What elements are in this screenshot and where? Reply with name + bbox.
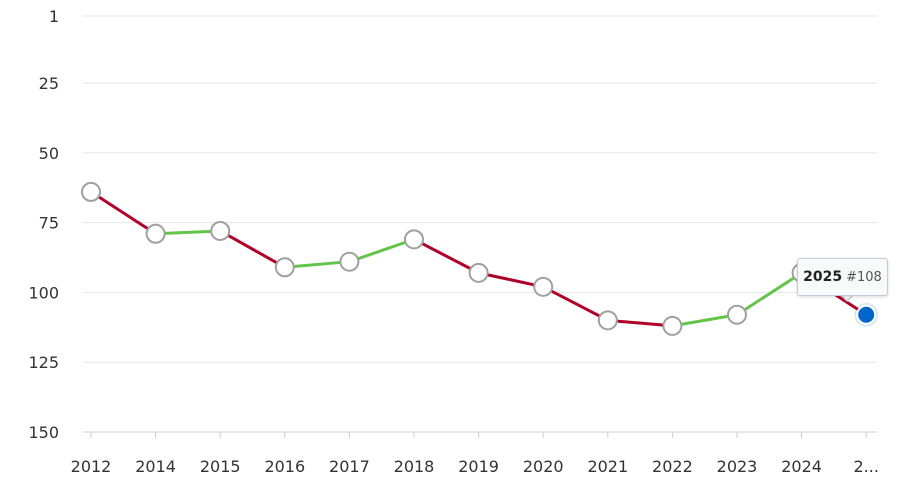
x-tick-label-2019: 2019	[458, 457, 499, 476]
line-segment-2020-2021	[541, 285, 610, 322]
y-tick-label: 100	[28, 283, 59, 302]
x-tick-label-2016: 2016	[264, 457, 305, 476]
x-tick-label-2...: 2...	[853, 457, 878, 476]
x-tick-label-2014: 2014	[135, 457, 176, 476]
x-tick-label-2023: 2023	[717, 457, 758, 476]
tooltip-arrow-inner	[841, 294, 853, 300]
y-tick-label: 150	[28, 423, 59, 442]
data-point-2021[interactable]	[597, 310, 618, 331]
tooltip-rank: #108	[846, 269, 882, 285]
grid-lines	[83, 15, 877, 433]
line-segment-2015-2016	[218, 229, 287, 269]
line-segment-2016-2017	[283, 260, 351, 269]
x-tick-label-2017: 2017	[329, 457, 370, 476]
y-tick-label: 50	[39, 144, 59, 163]
x-tick-label-2022: 2022	[652, 457, 693, 476]
y-tick-label: 25	[39, 74, 59, 93]
x-axis: 2012 2014 2015 2016 2017 2018 2019 2020 2021 2022…	[71, 431, 879, 476]
data-point-2012[interactable]	[81, 181, 101, 202]
x-tick-label-2024: 2024	[781, 457, 822, 476]
line-segment-2012-2014	[89, 190, 158, 236]
data-point-2017[interactable]	[339, 251, 360, 272]
y-tick-label: 1	[49, 7, 59, 26]
line-segment-2019-2020	[477, 271, 545, 289]
data-point-2018[interactable]	[404, 229, 424, 250]
data-point-2019[interactable]	[468, 262, 489, 283]
line-segments	[89, 190, 868, 328]
x-tick-label-2015: 2015	[200, 457, 241, 476]
data-points	[81, 181, 879, 336]
data-point-2015[interactable]	[210, 220, 231, 241]
line-segment-2018-2019	[412, 237, 481, 275]
y-tick-label: 75	[39, 214, 59, 233]
line-segment-2021-2022	[606, 318, 674, 328]
data-point-2022[interactable]	[662, 315, 683, 336]
line-segment-2022-2023	[670, 313, 739, 328]
data-point-2020[interactable]	[533, 276, 554, 297]
line-segment-2023-2024	[735, 271, 804, 317]
tooltip-year: 2025	[803, 269, 843, 285]
x-tick-label-2020: 2020	[523, 457, 564, 476]
line-segment-2014-2015	[154, 229, 222, 236]
x-tick-label-2012: 2012	[71, 457, 112, 476]
data-point-2016[interactable]	[274, 257, 295, 278]
y-tick-label: 125	[28, 353, 59, 372]
data-point-2014[interactable]	[145, 223, 166, 244]
data-point-2023[interactable]	[727, 304, 747, 325]
x-tick-label-2018: 2018	[394, 457, 435, 476]
line-segment-2017-2018	[347, 237, 416, 264]
data-point-2...[interactable]	[856, 304, 877, 325]
x-tick-label-2021: 2021	[587, 457, 628, 476]
data-tooltip: 2025 #108	[797, 258, 888, 296]
